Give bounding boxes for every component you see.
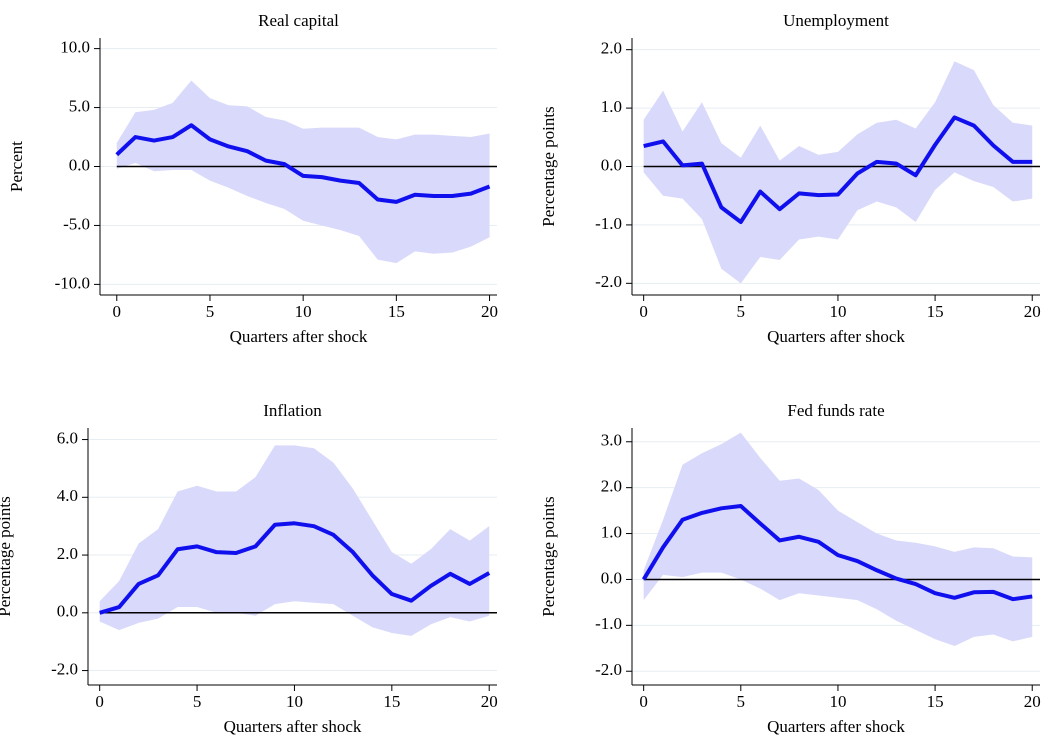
irf-line <box>643 115 1033 224</box>
x-tick-label: 10 <box>295 302 312 321</box>
x-axis-label: Quarters after shock <box>767 327 905 346</box>
y-tick-label: -1.0 <box>595 614 622 633</box>
y-tick-label: 0.0 <box>601 568 622 587</box>
x-tick-label: 20 <box>481 302 498 321</box>
irf-line <box>99 521 491 615</box>
x-tick-label: 0 <box>639 692 648 711</box>
y-tick-label: 5.0 <box>69 96 90 115</box>
irf-line <box>641 504 1033 602</box>
y-axis-label: Percent <box>7 141 26 192</box>
y-tick-label: 0.0 <box>57 602 78 621</box>
x-tick-label: 0 <box>639 302 648 321</box>
confidence-band <box>643 61 1033 284</box>
y-tick-label: 1.0 <box>601 522 622 541</box>
panel-title: Inflation <box>263 401 322 420</box>
y-tick-label: -10.0 <box>55 273 90 292</box>
y-tick-label: 0.0 <box>601 155 622 174</box>
x-tick-label: 10 <box>829 302 846 321</box>
x-tick-label: 0 <box>95 692 104 711</box>
y-tick-label: 4.0 <box>57 486 78 505</box>
y-tick-label: -2.0 <box>51 659 78 678</box>
y-tick-label: -2.0 <box>595 660 622 679</box>
y-axis-label: Percentage points <box>0 496 14 616</box>
x-tick-label: 20 <box>481 692 498 711</box>
y-tick-label: 6.0 <box>57 428 78 447</box>
x-tick-label: 20 <box>1024 692 1041 711</box>
x-tick-label: 20 <box>1024 302 1041 321</box>
confidence-band <box>99 445 490 636</box>
x-tick-label: 5 <box>737 302 746 321</box>
y-axis-label: Percentage points <box>539 496 558 616</box>
y-tick-label: 2.0 <box>57 544 78 563</box>
panel-title: Real capital <box>258 11 339 30</box>
x-tick-label: 15 <box>927 302 944 321</box>
y-tick-label: 2.0 <box>601 477 622 496</box>
y-tick-label: 3.0 <box>601 431 622 450</box>
x-tick-label: 10 <box>829 692 846 711</box>
irf-line <box>115 123 491 204</box>
y-tick-label: -1.0 <box>595 214 622 233</box>
confidence-band <box>116 80 490 264</box>
y-tick-label: 1.0 <box>601 97 622 116</box>
y-axis-label: Percentage points <box>539 106 558 226</box>
x-axis-label: Quarters after shock <box>767 717 905 736</box>
x-tick-label: 15 <box>383 692 400 711</box>
confidence-band <box>643 432 1033 646</box>
x-tick-label: 5 <box>193 692 202 711</box>
x-tick-label: 5 <box>737 692 746 711</box>
x-tick-label: 15 <box>927 692 944 711</box>
y-tick-label: 0.0 <box>69 155 90 174</box>
y-tick-label: -5.0 <box>63 214 90 233</box>
x-axis-label: Quarters after shock <box>224 717 362 736</box>
panel-title: Unemployment <box>783 11 889 30</box>
panel-title: Fed funds rate <box>787 401 884 420</box>
x-tick-label: 15 <box>388 302 405 321</box>
x-tick-label: 0 <box>113 302 122 321</box>
y-tick-label: -2.0 <box>595 272 622 291</box>
y-tick-label: 10.0 <box>60 38 90 57</box>
x-tick-label: 5 <box>206 302 215 321</box>
y-tick-label: 2.0 <box>601 39 622 58</box>
x-tick-label: 10 <box>286 692 303 711</box>
x-axis-label: Quarters after shock <box>230 327 368 346</box>
